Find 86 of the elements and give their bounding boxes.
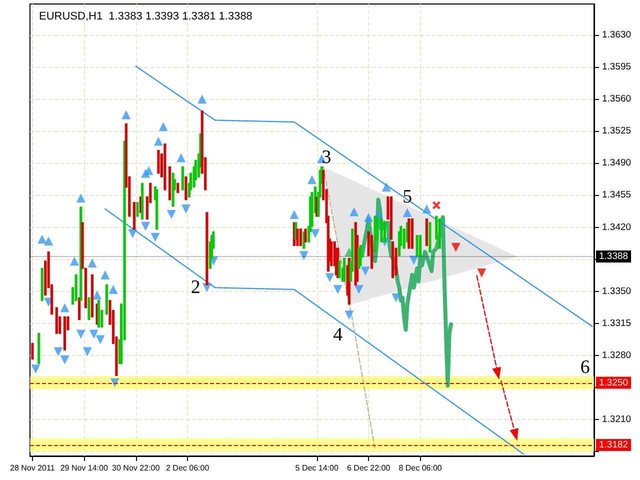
candlestick bbox=[359, 245, 362, 266]
candlestick bbox=[88, 297, 90, 320]
x-tick-label: 29 Nov 14:00 bbox=[60, 464, 108, 472]
point bbox=[308, 175, 316, 184]
annotation: 3 bbox=[322, 146, 332, 168]
x-tick-label: 28 Nov 2011 bbox=[10, 464, 56, 472]
candlestick bbox=[428, 222, 432, 252]
x-tick-label: 2 Dec 06:00 bbox=[166, 464, 210, 472]
y-tick-label: 1.3315 bbox=[602, 318, 632, 329]
point bbox=[38, 234, 47, 244]
point bbox=[350, 207, 359, 216]
point bbox=[60, 355, 70, 364]
x-tick-label: 30 Nov 22:00 bbox=[112, 464, 160, 472]
point bbox=[325, 273, 334, 282]
ref-line-label: 1.3182 bbox=[599, 440, 628, 451]
point bbox=[122, 110, 131, 120]
point bbox=[76, 330, 86, 339]
point bbox=[88, 258, 97, 268]
y-tick-label: 1.3490 bbox=[602, 158, 632, 169]
ref-line-label: 1.3388 bbox=[599, 251, 628, 262]
point bbox=[176, 153, 186, 162]
candlestick bbox=[206, 212, 208, 286]
candlestick bbox=[380, 218, 383, 242]
line-series bbox=[322, 166, 376, 450]
x-tick-label: 8 Dec 06:00 bbox=[398, 464, 442, 472]
point bbox=[89, 330, 98, 339]
point bbox=[432, 201, 440, 210]
x-tick-label: 5 Dec 14:00 bbox=[295, 464, 339, 472]
annotation: 6 bbox=[580, 356, 590, 378]
y-tick-label: 1.3420 bbox=[602, 222, 632, 233]
point bbox=[54, 347, 63, 356]
y-tick-label: 1.3630 bbox=[602, 30, 632, 41]
y-tick-label: 1.3560 bbox=[602, 94, 632, 105]
candlestick bbox=[338, 260, 341, 278]
point bbox=[158, 122, 168, 132]
y-tick-label: 1.3525 bbox=[602, 126, 632, 137]
point bbox=[70, 256, 79, 266]
point bbox=[451, 242, 460, 252]
point bbox=[333, 284, 342, 294]
point bbox=[44, 236, 54, 246]
point bbox=[354, 284, 364, 294]
point bbox=[60, 303, 70, 312]
line-series bbox=[104, 208, 524, 455]
y-tick-label: 1.3280 bbox=[602, 350, 632, 361]
point bbox=[392, 293, 401, 302]
candlestick bbox=[157, 150, 160, 174]
point bbox=[128, 229, 138, 238]
point bbox=[31, 364, 40, 374]
point bbox=[92, 290, 102, 300]
point bbox=[422, 204, 432, 214]
point bbox=[344, 310, 354, 320]
point bbox=[76, 193, 86, 202]
text: EURUSD,H1 1.3383 1.3393 1.3381 1.3388 bbox=[39, 10, 252, 22]
point bbox=[382, 182, 391, 192]
ref-line-label: 1.3250 bbox=[599, 377, 628, 388]
y-tick-label: 1.3455 bbox=[602, 190, 632, 201]
point bbox=[290, 210, 299, 219]
point bbox=[100, 270, 110, 280]
point bbox=[96, 335, 105, 344]
annotation: 4 bbox=[333, 324, 344, 346]
point bbox=[82, 347, 92, 356]
point bbox=[198, 94, 207, 104]
point bbox=[310, 229, 320, 238]
point bbox=[141, 222, 150, 231]
point bbox=[409, 256, 418, 265]
candlestick bbox=[416, 234, 418, 256]
candlestick bbox=[408, 218, 410, 249]
candlestick bbox=[136, 202, 139, 217]
point bbox=[364, 212, 374, 222]
point bbox=[154, 136, 163, 146]
point bbox=[360, 266, 370, 276]
y-tick-label: 1.3350 bbox=[602, 286, 632, 297]
point bbox=[299, 251, 308, 260]
point bbox=[108, 284, 118, 294]
y-tick-label: 1.3210 bbox=[602, 414, 632, 425]
point bbox=[477, 268, 486, 278]
y-tick-label: 1.3595 bbox=[602, 62, 632, 73]
point bbox=[181, 204, 190, 214]
x-tick-label: 6 Dec 22:00 bbox=[346, 464, 391, 472]
point bbox=[402, 208, 412, 218]
point bbox=[144, 166, 154, 176]
candlestick bbox=[304, 228, 307, 242]
point bbox=[150, 232, 160, 242]
point bbox=[166, 210, 176, 219]
annotation: 2 bbox=[190, 276, 200, 298]
line-series bbox=[135, 66, 594, 328]
